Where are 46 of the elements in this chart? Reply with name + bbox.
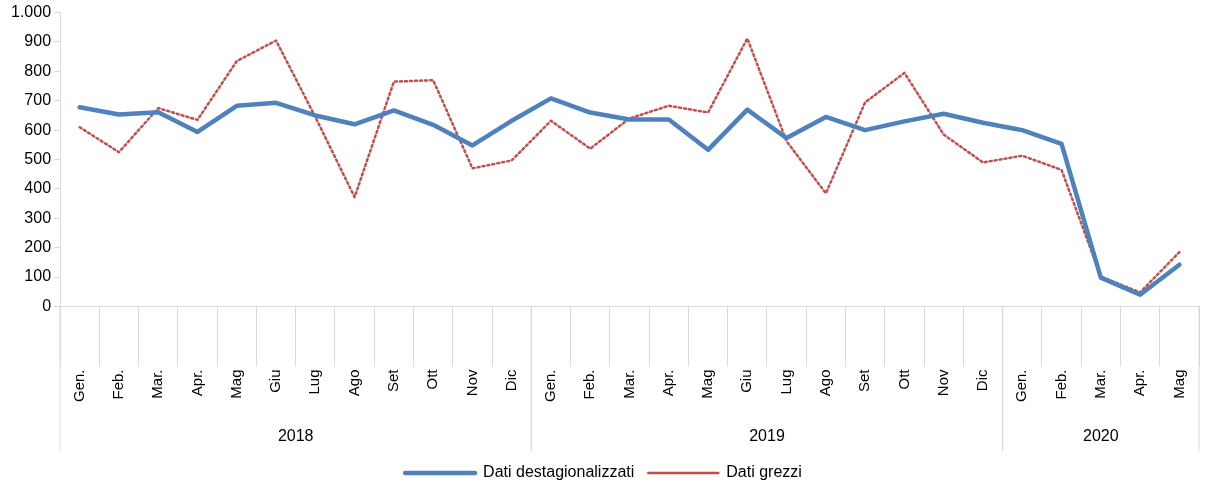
x-tick-label: Apr. (1130, 369, 1148, 397)
y-tick-label: 1.000 (10, 3, 52, 21)
y-tick-label: 300 (24, 208, 52, 226)
x-tick-label: Ott (423, 368, 441, 390)
y-tick-label: 0 (42, 296, 52, 314)
x-tick-label: Ago (344, 369, 362, 397)
y-tick-label: 900 (24, 32, 52, 50)
x-tick-label: Dic (501, 368, 519, 392)
x-tick-label: Set (384, 368, 402, 392)
text: 2018 (277, 427, 314, 445)
line-series (78, 37, 1181, 294)
x-tick-label: Nov (933, 368, 951, 397)
y-tick-label: 700 (24, 91, 52, 109)
y-tick-label: 500 (24, 149, 52, 167)
x-tick-label: Mar. (1090, 369, 1108, 399)
x-tick-label: Giu (737, 369, 755, 393)
x-tick-label: Lug (305, 369, 323, 395)
x-tick-label: Feb. (1051, 369, 1069, 400)
x-tick-label: Mag (1169, 369, 1187, 399)
x-tick-label: Mar. (148, 369, 166, 399)
x-tick-label: Gen. (1012, 369, 1030, 403)
x-tick-label: Feb. (109, 369, 127, 400)
legend-label: Dati grezzi (726, 463, 802, 481)
x-tick-label: Dic (973, 368, 991, 392)
x-tick-label: Mag (226, 369, 244, 399)
x-tick-label: Apr. (187, 369, 205, 397)
y-tick-label: 600 (24, 120, 52, 138)
x-tick-label: Nov (462, 368, 480, 397)
text: 2020 (1083, 427, 1119, 445)
y-tick-label: 800 (24, 61, 52, 79)
x-tick-label: Set (855, 368, 873, 392)
x-tick-label: Mag (698, 369, 716, 399)
y-tick-label: 200 (24, 238, 52, 256)
x-tick-label: Lug (776, 369, 794, 395)
x-tick-label: Feb. (580, 369, 598, 400)
text: 2019 (749, 427, 785, 445)
x-tick-label: Ago (816, 369, 834, 397)
x-tick-label: Apr. (658, 369, 676, 397)
y-tick-label: 100 (24, 267, 52, 285)
legend-label: Dati destagionalizzati (483, 463, 635, 481)
y-tick-label: 400 (24, 179, 52, 197)
x-tick-label: Ott (894, 368, 912, 390)
x-tick-label: Giu (266, 369, 284, 393)
x-tick-label: Gen. (541, 369, 559, 403)
x-tick-label: Mar. (619, 369, 637, 399)
x-tick-label: Gen. (69, 369, 87, 403)
